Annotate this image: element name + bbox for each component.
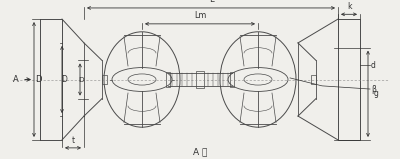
Text: A: A <box>13 75 19 84</box>
Text: D: D <box>35 75 41 84</box>
Text: g: g <box>374 89 379 98</box>
Bar <box>102 75 107 84</box>
Text: t: t <box>72 136 74 145</box>
Bar <box>40 19 62 140</box>
Text: d: d <box>371 61 376 70</box>
Text: D: D <box>61 75 67 84</box>
Text: Lm: Lm <box>194 11 206 20</box>
Bar <box>338 19 360 140</box>
Bar <box>166 72 170 87</box>
Bar <box>230 72 234 87</box>
Text: A 向: A 向 <box>193 147 207 156</box>
Text: D: D <box>78 76 84 83</box>
Bar <box>311 75 316 84</box>
Text: β: β <box>371 85 376 93</box>
Text: k: k <box>347 2 351 11</box>
Text: L: L <box>209 0 213 4</box>
Bar <box>196 71 204 88</box>
